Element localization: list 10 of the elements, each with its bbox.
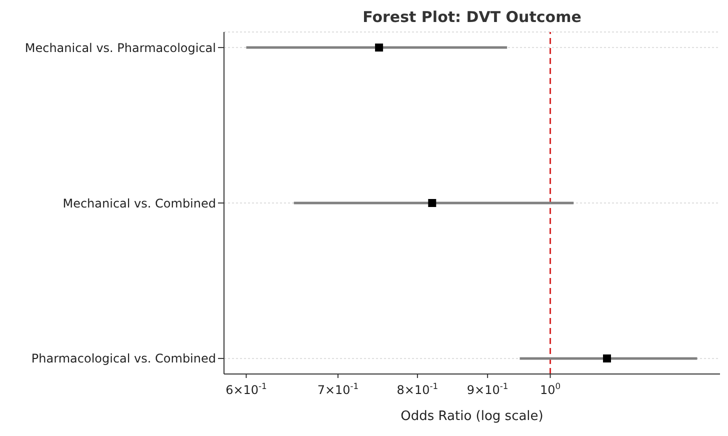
y-tick-label: Pharmacological vs. Combined [31,352,216,366]
x-tick-label: 7×10$^{-1}$ [317,381,359,397]
y-tick-label: Mechanical vs. Combined [62,196,216,210]
y-tick-label: Mechanical vs. Pharmacological [24,40,216,55]
x-tick-label: 6×10$^{-1}$ [226,381,267,397]
x-axis-title: Odds Ratio (log scale) [400,409,544,424]
x-tick-label: 8×10$^{-1}$ [396,381,438,397]
x-tick-label: 10$^{0}$ [540,381,561,397]
chart-title: Forest Plot: DVT Outcome [362,8,582,28]
x-tick-label: 9×10$^{-1}$ [466,381,508,397]
